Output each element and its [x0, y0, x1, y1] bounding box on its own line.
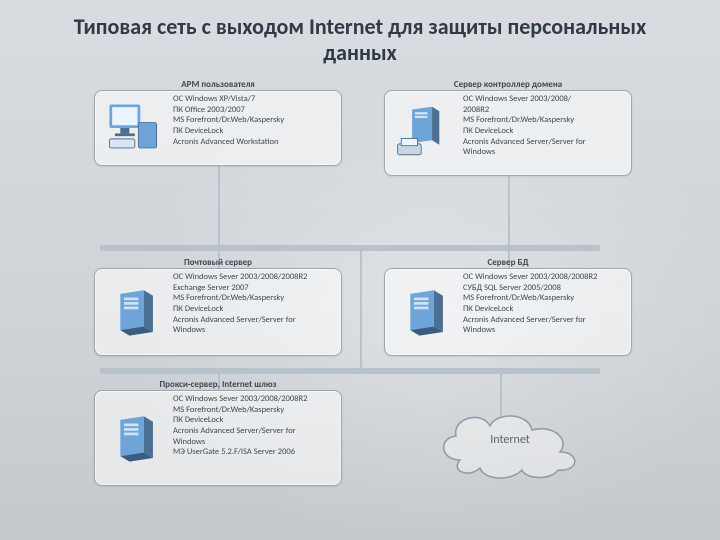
spec-line: Acronis Advanced Server/Server for [173, 426, 335, 437]
spec-line: ПК DeviceLock [173, 415, 335, 426]
spec-line: Windows [173, 325, 335, 336]
server-icon [101, 409, 165, 467]
spec-line: OC Windows Sever 2003/2008/ [463, 94, 625, 105]
spec-line: Exchange Server 2007 [173, 283, 335, 294]
spec-line: Windows [463, 147, 625, 158]
spec-line: OC Windows XP/Vista/7 [173, 94, 335, 105]
node-label: Прокси-сервер, Internet шлюз [155, 379, 280, 390]
spec-line: ПК Office 2003/2007 [173, 105, 335, 116]
spec-line: OC Windows Sever 2003/2008/2008R2 [173, 394, 335, 405]
node-workstation: АРМ пользователя OC Windows XP/Vista/7ПК… [94, 90, 342, 166]
server-icon [391, 283, 455, 341]
bus-bottom [100, 368, 600, 374]
page-title: Типовая сеть с выходом Internet для защи… [0, 0, 720, 72]
node-proxy: Прокси-сервер, Internet шлюз OC Windows … [94, 390, 342, 486]
server-printer-icon [391, 104, 455, 162]
diagram-canvas: АРМ пользователя OC Windows XP/Vista/7ПК… [0, 70, 720, 540]
spec-line: MS Forefront/Dr.Web/Kaspersky [463, 293, 625, 304]
spec-list: OC Windows Sever 2003/2008/2008R2MS Fore… [463, 94, 625, 158]
spec-line: Acronis Advanced Server/Server for [463, 137, 625, 148]
spec-line: СУБД SQL Server 2005/2008 [463, 283, 625, 294]
spec-line: Windows [173, 437, 335, 448]
drop-dc [508, 176, 510, 245]
spec-list: OC Windows Sever 2003/2008/2008R2СУБД SQ… [463, 272, 625, 336]
internet-cloud: Internet [430, 400, 590, 484]
spec-list: OC Windows XP/Vista/7ПК Office 2003/2007… [173, 94, 335, 147]
spec-line: Acronis Advanced Server/Server for [463, 315, 625, 326]
spec-list: OC Windows Sever 2003/2008/2008R2Exchang… [173, 272, 335, 336]
spec-line: ПК DeviceLock [173, 304, 335, 315]
bus-top [100, 245, 600, 251]
spec-line: MS Forefront/Dr.Web/Kaspersky [173, 405, 335, 416]
spec-line: Acronis Advanced Workstation [173, 137, 335, 148]
node-mail: Почтовый сервер OC Windows Sever 2003/20… [94, 268, 342, 356]
spec-line: MS Forefront/Dr.Web/Kaspersky [173, 293, 335, 304]
workstation-icon [101, 99, 165, 157]
spec-line: OC Windows Sever 2003/2008/2008R2 [173, 272, 335, 283]
server-icon [101, 283, 165, 341]
spec-line: MS Forefront/Dr.Web/Kaspersky [173, 115, 335, 126]
spec-line: ПК DeviceLock [463, 304, 625, 315]
spec-line: МЭ UserGate 5.2.F/ISA Server 2006 [173, 447, 335, 458]
drop-workstation [218, 166, 220, 245]
node-dc: Сервер контроллер домена OC Windows Seve… [384, 90, 632, 176]
node-db: Сервер БД OC Windows Sever 2003/2008/200… [384, 268, 632, 356]
spec-line: 2008R2 [463, 105, 625, 116]
spec-line: ПК DeviceLock [173, 126, 335, 137]
cloud-label: Internet [430, 400, 590, 480]
spec-line: ПК DeviceLock [463, 126, 625, 137]
spec-line: Windows [463, 325, 625, 336]
spec-line: MS Forefront/Dr.Web/Kaspersky [463, 115, 625, 126]
node-label: Сервер контроллер домена [450, 79, 566, 90]
spec-line: OC Windows Sever 2003/2008/2008R2 [463, 272, 625, 283]
link-buses [360, 251, 362, 368]
node-label: АРМ пользователя [177, 79, 259, 90]
spec-line: Acronis Advanced Server/Server for [173, 315, 335, 326]
node-label: Сервер БД [483, 257, 532, 268]
node-label: Почтовый сервер [180, 257, 256, 268]
spec-list: OC Windows Sever 2003/2008/2008R2MS Fore… [173, 394, 335, 458]
